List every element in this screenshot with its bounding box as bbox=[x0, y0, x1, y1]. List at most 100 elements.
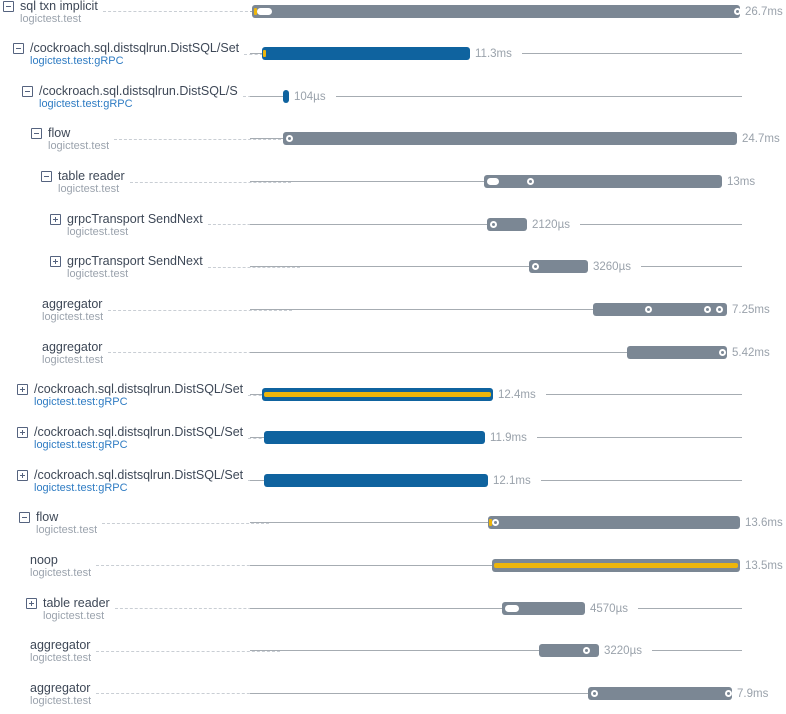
span-bar[interactable] bbox=[262, 388, 493, 402]
span-bar[interactable] bbox=[264, 473, 488, 487]
span-label-block: /cockroach.sql.distsqlrun.DistSQL/Set lo… bbox=[0, 374, 267, 416]
collapse-icon[interactable] bbox=[31, 128, 42, 140]
span-texts: /cockroach.sql.distsqlrun.DistSQL/S logi… bbox=[39, 84, 238, 110]
event-marker-ring bbox=[734, 7, 741, 15]
span-bar[interactable] bbox=[283, 89, 289, 103]
span-bar[interactable] bbox=[502, 601, 585, 615]
event-marker-ring bbox=[645, 306, 652, 314]
connector-line bbox=[250, 53, 262, 55]
trailing-line bbox=[546, 394, 742, 396]
trace-span-row: grpcTransport SendNext logictest.test 21… bbox=[0, 204, 786, 246]
span-duration: 4570µs bbox=[590, 602, 628, 615]
trailing-line bbox=[641, 266, 742, 268]
connector-line bbox=[250, 564, 492, 566]
span-texts: aggregator logictest.test bbox=[42, 297, 103, 323]
span-texts: sql txn implicit logictest.test bbox=[20, 0, 98, 25]
leader-dashed-line bbox=[102, 522, 269, 524]
event-marker-ring bbox=[704, 306, 711, 314]
event-marker-ring bbox=[527, 178, 534, 186]
span-service: logictest.test bbox=[67, 268, 129, 281]
span-bar[interactable] bbox=[593, 303, 727, 317]
span-texts: table reader logictest.test bbox=[43, 596, 110, 622]
expand-icon[interactable] bbox=[50, 256, 61, 268]
connector-line bbox=[250, 650, 539, 652]
expand-icon[interactable] bbox=[17, 427, 28, 438]
collapse-icon[interactable] bbox=[3, 0, 14, 12]
event-marker-ring bbox=[286, 135, 293, 143]
span-bar[interactable] bbox=[627, 345, 727, 359]
span-texts: grpcTransport SendNext logictest.test bbox=[67, 254, 203, 280]
trailing-line bbox=[652, 650, 742, 652]
span-texts: aggregator logictest.test bbox=[42, 340, 103, 366]
span-bar[interactable] bbox=[539, 644, 599, 658]
span-name: grpcTransport SendNext bbox=[67, 254, 203, 269]
span-service: logictest.test bbox=[42, 311, 104, 324]
trace-span-row: /cockroach.sql.distsqlrun.DistSQL/Set lo… bbox=[0, 374, 786, 416]
event-marker-yellow-tick bbox=[254, 7, 257, 15]
span-label-block: table reader logictest.test bbox=[0, 588, 276, 630]
leader-dashed-line bbox=[248, 480, 267, 482]
span-bar[interactable] bbox=[492, 558, 740, 572]
span-label-block: grpcTransport SendNext logictest.test bbox=[0, 246, 300, 288]
leader-dashed-line bbox=[108, 309, 292, 311]
span-name: aggregator bbox=[42, 297, 103, 312]
span-duration: 7.9ms bbox=[737, 687, 769, 700]
event-marker-ring bbox=[719, 348, 726, 356]
trace-span-row: table reader logictest.test 13ms bbox=[0, 161, 786, 203]
event-marker-ring bbox=[490, 220, 497, 228]
leader-dashed-line bbox=[102, 11, 253, 12]
span-duration: 3260µs bbox=[593, 261, 631, 274]
expander-minus-line bbox=[34, 133, 39, 135]
leader-dashed-line bbox=[129, 181, 291, 183]
span-label-block: aggregator logictest.test bbox=[0, 630, 280, 672]
event-marker-yellow-tick bbox=[489, 519, 492, 527]
span-label-block: aggregator logictest.test bbox=[0, 673, 280, 714]
collapse-icon[interactable] bbox=[13, 43, 24, 55]
trace-span-row: /cockroach.sql.distsqlrun.DistSQL/Set lo… bbox=[0, 417, 786, 459]
span-bar[interactable] bbox=[484, 175, 722, 189]
trailing-line bbox=[537, 437, 742, 438]
collapse-icon[interactable] bbox=[22, 85, 33, 97]
collapse-icon[interactable] bbox=[19, 512, 30, 524]
expand-icon[interactable] bbox=[17, 469, 28, 481]
trace-span-row: noop logictest.test 13.5ms bbox=[0, 545, 786, 587]
span-bar[interactable] bbox=[283, 132, 737, 146]
expand-icon[interactable] bbox=[26, 597, 37, 609]
event-marker-yellow-square bbox=[267, 392, 272, 398]
leader-dashed-line bbox=[108, 352, 292, 354]
expander-plus-line bbox=[55, 259, 56, 265]
span-name: /cockroach.sql.distsqlrun.DistSQL/Set bbox=[34, 425, 244, 439]
span-bar[interactable] bbox=[588, 686, 732, 700]
span-label-block: flow logictest.test bbox=[0, 502, 269, 544]
leader-dashed-line bbox=[114, 608, 276, 610]
trace-span-row: /cockroach.sql.distsqlrun.DistSQL/Set lo… bbox=[0, 460, 786, 502]
event-marker-yellow-tick bbox=[263, 50, 266, 58]
trace-span-row: grpcTransport SendNext logictest.test 32… bbox=[0, 246, 786, 288]
span-bar[interactable] bbox=[487, 217, 527, 231]
span-bar[interactable] bbox=[529, 260, 588, 274]
connector-line bbox=[250, 10, 252, 12]
connector-line bbox=[250, 692, 588, 694]
event-marker-pill bbox=[487, 178, 499, 186]
expand-icon[interactable] bbox=[50, 213, 61, 225]
span-texts: flow logictest.test bbox=[48, 126, 109, 152]
span-label-block: aggregator logictest.test bbox=[0, 332, 292, 374]
span-service: logictest.test:gRPC bbox=[30, 55, 124, 68]
span-duration: 2120µs bbox=[532, 218, 570, 231]
collapse-icon[interactable] bbox=[41, 171, 52, 183]
span-bar[interactable] bbox=[264, 431, 485, 444]
connector-line bbox=[250, 607, 502, 609]
leader-dashed-line bbox=[242, 96, 272, 98]
span-bar[interactable] bbox=[262, 47, 470, 61]
expand-icon[interactable] bbox=[17, 384, 28, 396]
connector-line bbox=[250, 351, 627, 353]
span-service: logictest.test bbox=[36, 524, 98, 537]
span-duration: 104µs bbox=[294, 90, 326, 103]
span-label-block: /cockroach.sql.distsqlrun.DistSQL/Set lo… bbox=[0, 33, 263, 75]
span-label-block: grpcTransport SendNext logictest.test bbox=[0, 204, 300, 246]
span-texts: /cockroach.sql.distsqlrun.DistSQL/Set lo… bbox=[34, 425, 243, 451]
span-label-block: sql txn implicit logictest.test bbox=[0, 0, 253, 33]
leader-dashed-line bbox=[207, 224, 300, 226]
span-bar[interactable] bbox=[252, 4, 741, 18]
span-bar[interactable] bbox=[488, 516, 740, 530]
